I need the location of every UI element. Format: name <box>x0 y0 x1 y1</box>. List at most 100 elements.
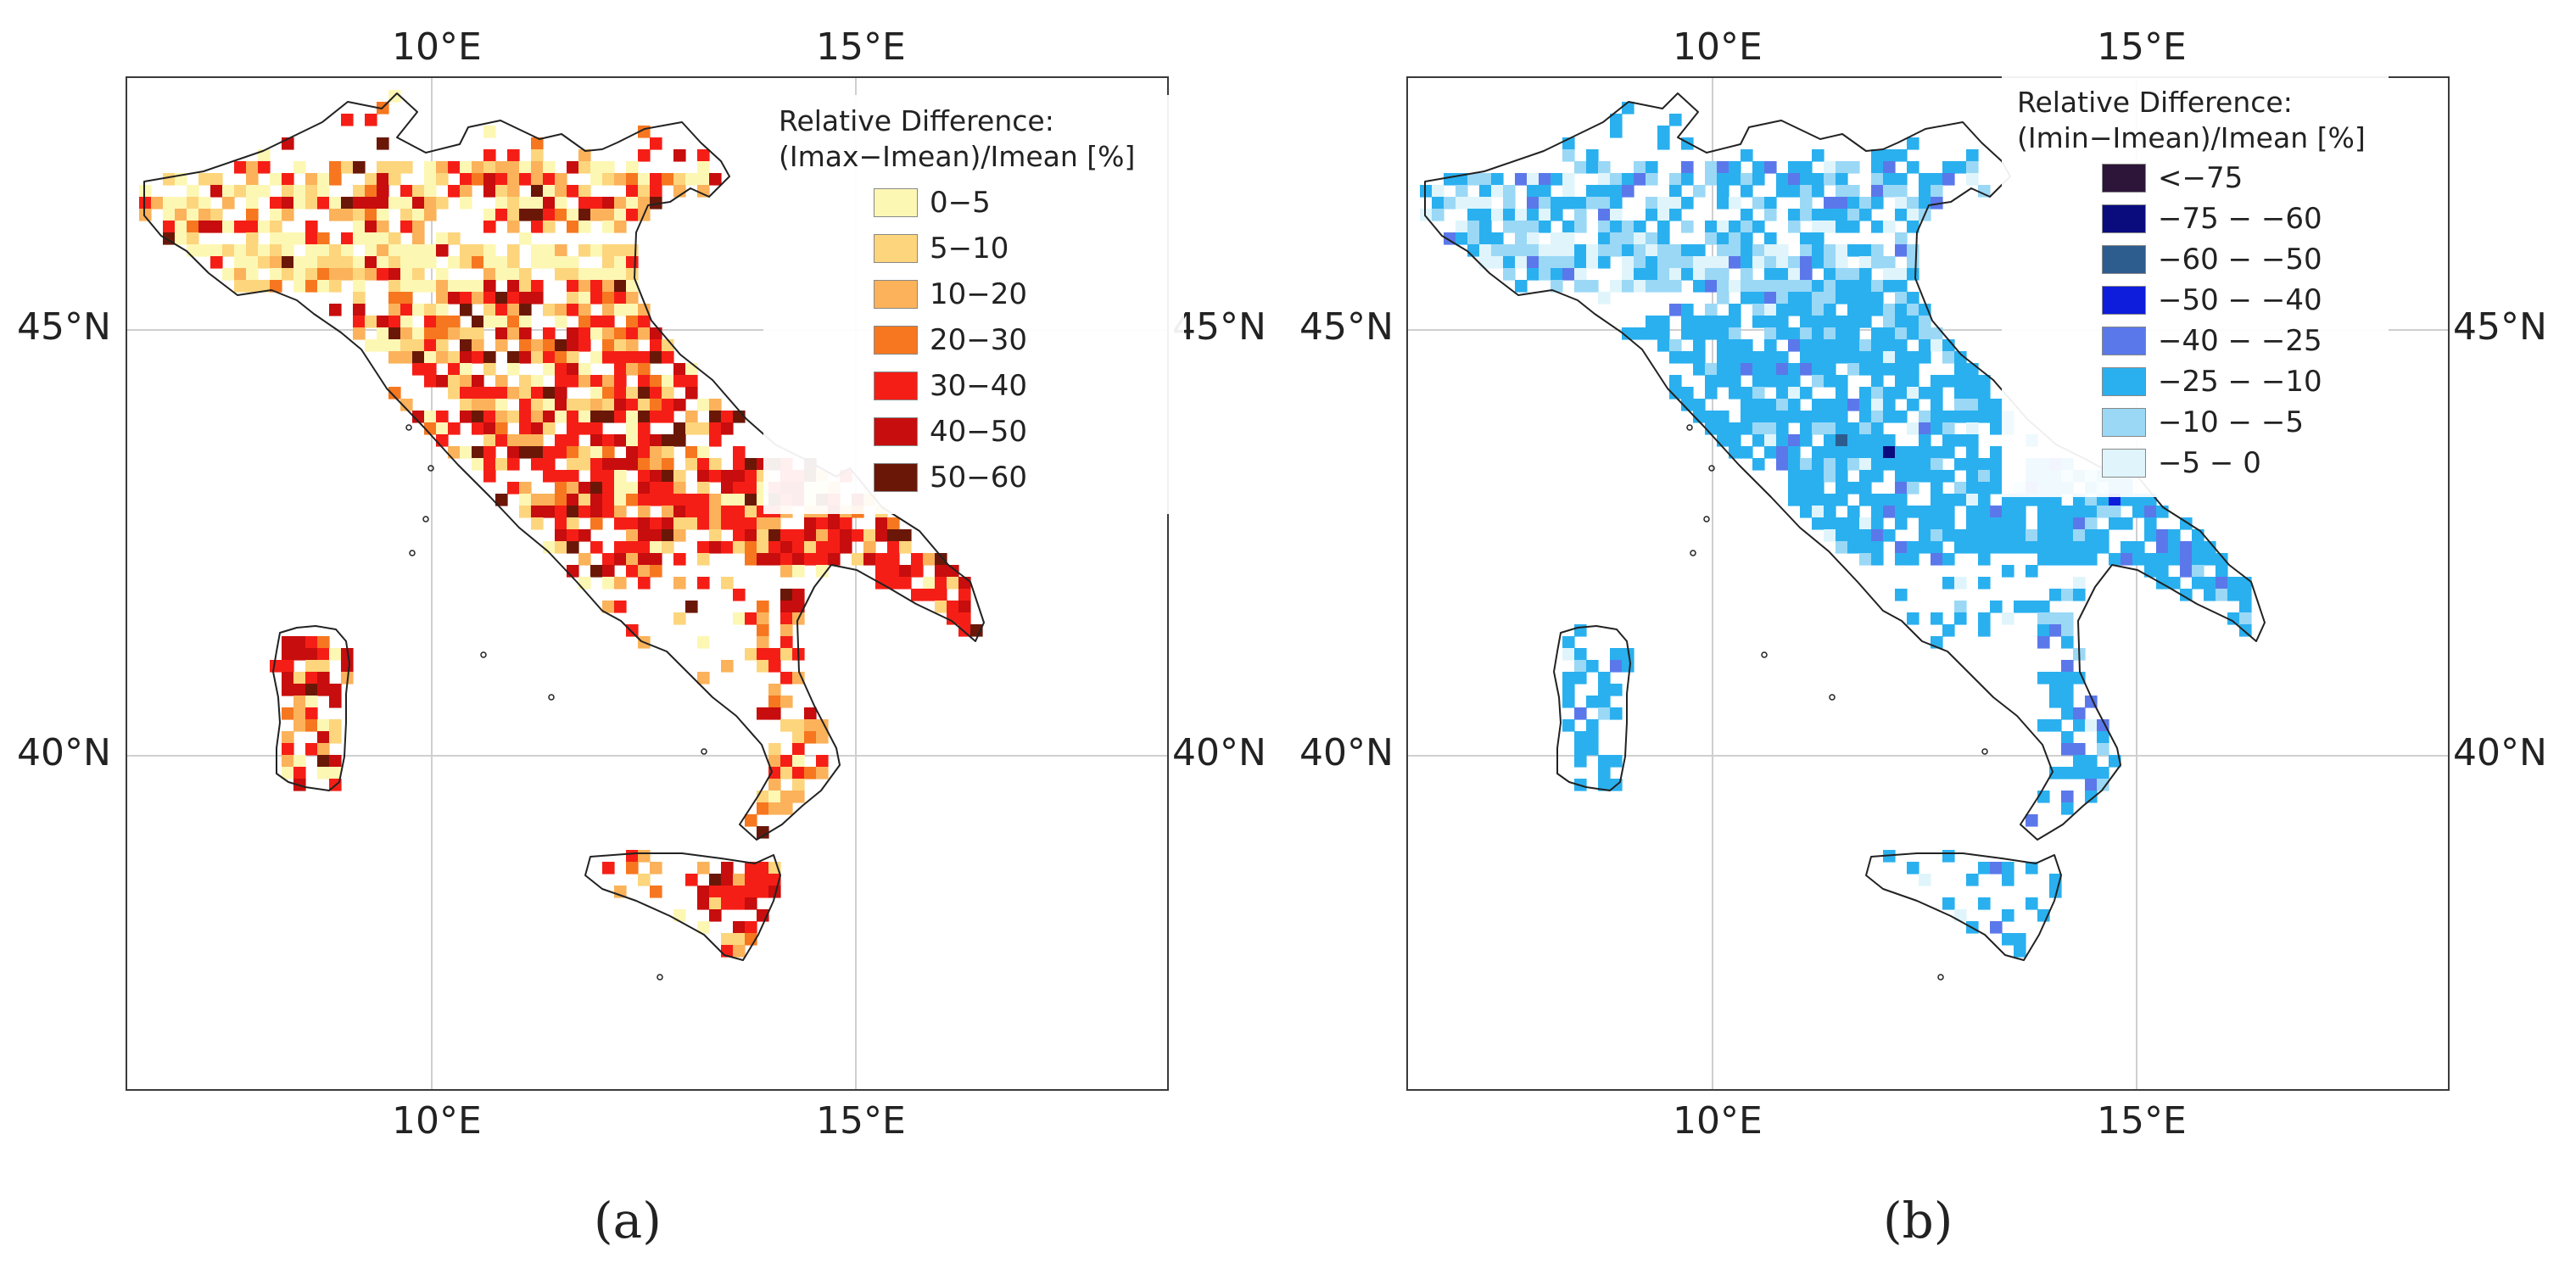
grid-cell <box>353 268 366 281</box>
grid-cell <box>1824 458 1836 471</box>
grid-cell <box>139 209 152 221</box>
grid-cell <box>1883 268 1896 281</box>
grid-cell <box>768 791 781 803</box>
grid-cell <box>282 636 294 649</box>
grid-cell <box>1788 494 1801 506</box>
grid-cell <box>697 494 710 506</box>
grid-cell <box>2085 791 2098 803</box>
grid-cell <box>436 434 449 447</box>
grid-cell <box>792 601 805 613</box>
grid-cell <box>768 517 781 530</box>
grid-cell <box>305 719 318 732</box>
grid-cell <box>282 660 294 673</box>
grid-cell <box>1729 351 1741 364</box>
grid-cell <box>483 351 496 364</box>
grid-cell <box>436 422 449 435</box>
grid-cell <box>377 173 389 186</box>
grid-cell <box>2097 743 2109 756</box>
grid-cell <box>1859 422 1872 435</box>
grid-cell <box>436 292 449 305</box>
grid-cell <box>2097 541 2109 554</box>
grid-cell <box>555 268 567 281</box>
grid-cell <box>1467 173 1480 186</box>
grid-cell <box>673 375 686 388</box>
grid-cell <box>662 470 674 483</box>
grid-cell <box>709 506 722 518</box>
grid-cell <box>626 399 639 411</box>
grid-cell <box>377 256 389 269</box>
grid-cell <box>2156 541 2169 554</box>
grid-cell <box>1741 268 1753 281</box>
grid-cell <box>353 280 366 293</box>
grid-cells <box>139 90 983 958</box>
grid-cell <box>436 197 449 210</box>
grid-cell <box>721 541 734 554</box>
grid-cell <box>412 363 425 376</box>
grid-cell <box>400 244 413 257</box>
grid-cell <box>1871 173 1884 186</box>
grid-cell <box>1693 185 1706 198</box>
grid-cell <box>293 256 306 269</box>
grid-cell <box>2049 529 2062 542</box>
small-island-outline <box>409 550 416 556</box>
grid-cell <box>270 173 282 186</box>
grid-cell <box>638 529 651 542</box>
grid-cell <box>650 517 662 530</box>
grid-cell <box>1812 339 1824 352</box>
grid-cell <box>460 387 472 400</box>
grid-cell <box>1610 114 1623 126</box>
grid-cell <box>1610 648 1623 661</box>
grid-cell <box>1978 387 1991 400</box>
grid-cell <box>198 244 211 257</box>
grid-cell <box>1978 185 1991 198</box>
grid-cell <box>816 553 829 566</box>
grid-cell <box>2014 541 2026 554</box>
grid-cell <box>2085 553 2098 566</box>
grid-cell <box>555 339 567 352</box>
grid-cell <box>483 185 496 198</box>
grid-cell <box>1717 292 1729 305</box>
grid-cell <box>329 648 342 661</box>
grid-cell <box>1764 280 1777 293</box>
grid-cell <box>757 648 769 661</box>
grid-cell <box>614 601 627 613</box>
grid-cell <box>792 541 805 554</box>
grid-cell <box>697 482 710 495</box>
grid-cell <box>2049 612 2062 625</box>
grid-cell <box>2026 565 2038 578</box>
grid-cell <box>721 933 734 946</box>
legend-item: <−75 <box>2102 158 2373 198</box>
grid-cell <box>400 280 413 293</box>
legend-rows-b: <−75 −75 − −60 −60 − −50 −50 − −40 −40 − −25… <box>2017 158 2373 483</box>
grid-cell <box>1776 256 1789 269</box>
grid-cell <box>1515 280 1528 293</box>
grid-cell <box>1562 197 1575 210</box>
grid-cell <box>1836 387 1848 400</box>
grid-cell <box>329 244 342 257</box>
grid-cell <box>1741 256 1753 269</box>
grid-cell <box>1752 387 1765 400</box>
grid-cell <box>2037 636 2050 649</box>
grid-cell <box>543 327 556 340</box>
grid-cell <box>1800 316 1813 328</box>
grid-cell <box>2049 696 2062 708</box>
grid-cell <box>1776 458 1789 471</box>
grid-cell <box>567 304 579 316</box>
grid-cell <box>1824 280 1836 293</box>
grid-cell <box>187 209 199 221</box>
grid-cell <box>531 197 544 210</box>
grid-cell <box>935 565 947 578</box>
grid-cell <box>1931 327 1943 340</box>
bottom-lon-tick-10e: 10°E <box>1673 1099 1763 1143</box>
grid-cell <box>270 280 282 293</box>
grid-cell <box>1729 339 1741 352</box>
grid-cell <box>1836 351 1848 364</box>
grid-cell <box>1669 185 1682 198</box>
small-island-outline <box>1690 550 1696 556</box>
grid-cell <box>1942 422 1955 435</box>
grid-cell <box>697 470 710 483</box>
grid-cell <box>1610 209 1623 221</box>
grid-cell <box>697 672 710 684</box>
grid-cell <box>555 173 567 186</box>
grid-cell <box>1859 399 1872 411</box>
